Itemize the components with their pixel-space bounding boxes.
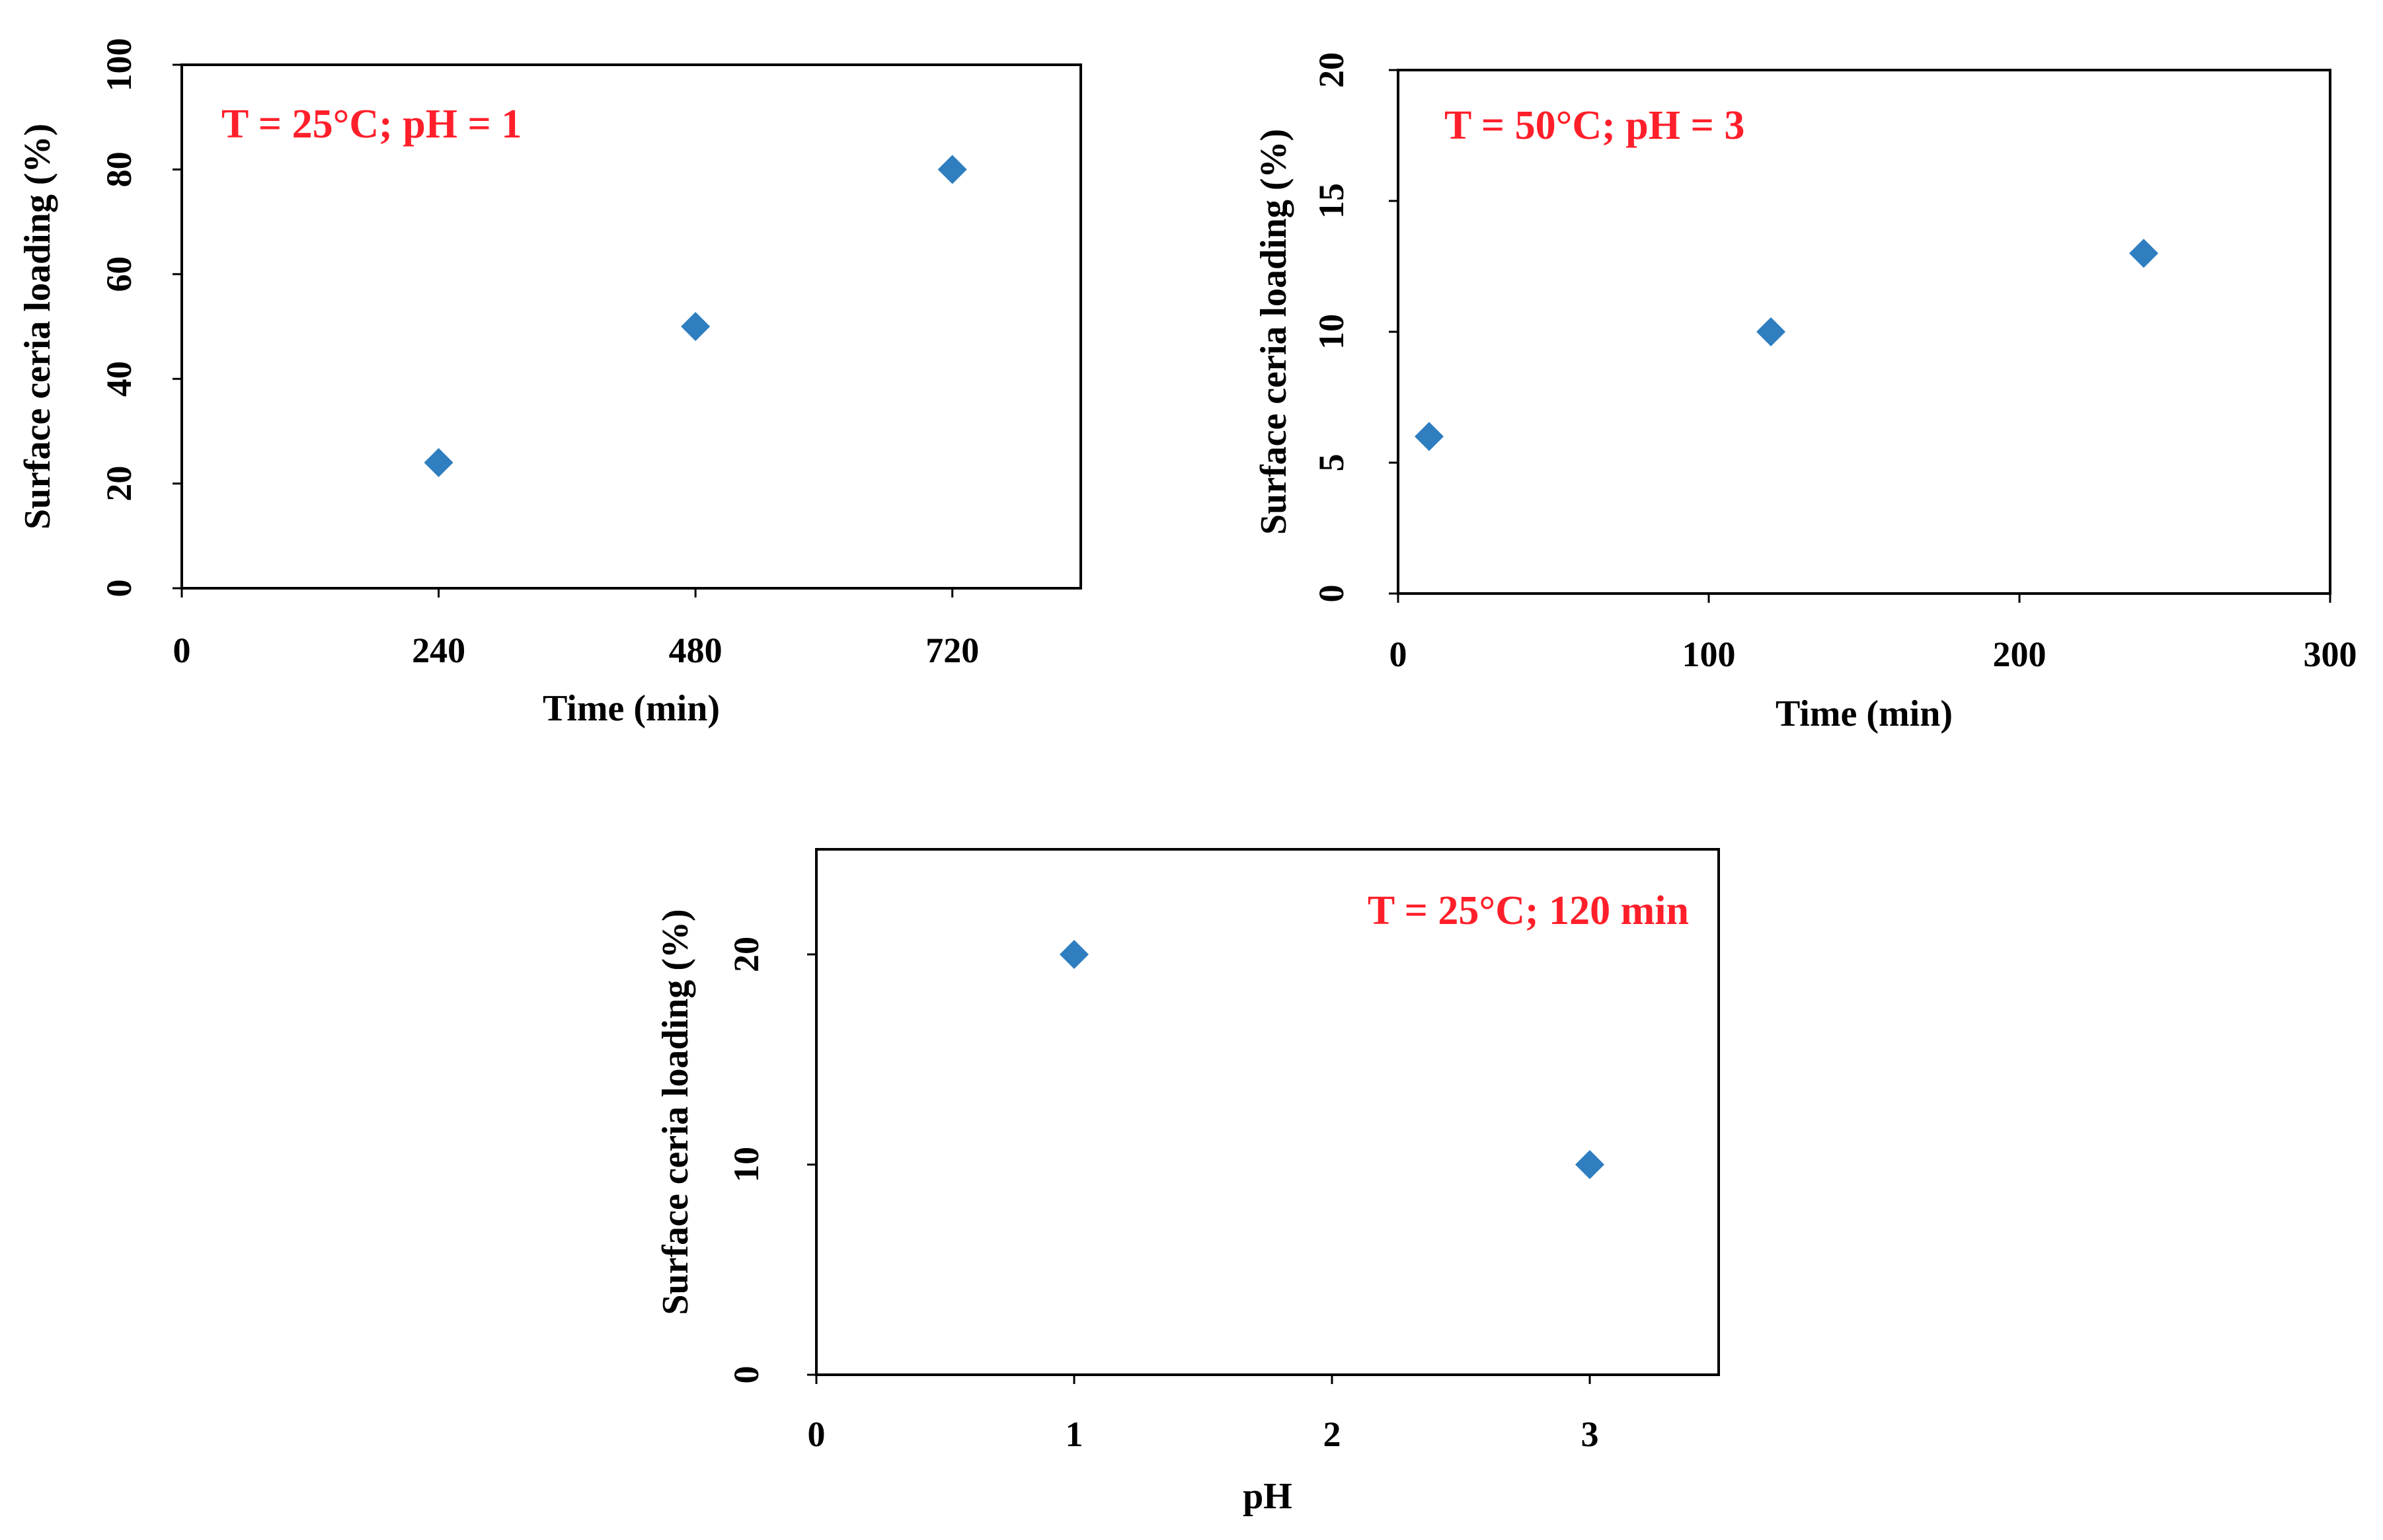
x-tick-label: 2 [1323, 1414, 1341, 1454]
y-axis-title: Surface ceria loading (%) [17, 124, 58, 529]
data-point-diamond [424, 447, 453, 477]
data-point-diamond [1060, 940, 1089, 969]
x-axis-title: Time (min) [543, 688, 720, 729]
chart-time-ph1: 0 240 480 720 0 20 40 60 80 100 Time (min) Surface … [17, 38, 1082, 729]
x-tick-label: 100 [1682, 635, 1736, 674]
y-tick-label: 40 [99, 361, 139, 397]
y-axis-title: Surface ceria loading (%) [655, 909, 696, 1315]
condition-annotation: T = 50°C; pH = 3 [1444, 103, 1744, 148]
x-tick-label: 720 [925, 631, 979, 670]
data-point-diamond [681, 312, 711, 341]
data-point-diamond [2129, 239, 2158, 268]
y-tick-label: 0 [99, 580, 139, 597]
plot-area-frame [815, 848, 1720, 1376]
x-tick-label: 3 [1581, 1414, 1599, 1454]
plot-area-frame [1397, 69, 2331, 595]
y-tick-label: 20 [99, 466, 139, 502]
x-tick-label: 0 [173, 631, 191, 670]
chart-ph-120min: 0 1 2 3 0 10 20 pH Surface ceria loading (%) T = … [655, 848, 1720, 1517]
chart-time-ph3: 0 100 200 300 0 5 10 15 20 Time (min) Surface ceri… [1253, 52, 2357, 734]
data-point-diamond [1415, 422, 1444, 451]
y-tick-label: 60 [99, 256, 139, 292]
x-tick-label: 1 [1066, 1414, 1083, 1454]
y-tick-label: 20 [1311, 52, 1351, 88]
y-tick-label: 0 [1311, 585, 1351, 603]
y-tick-label: 80 [99, 151, 139, 187]
x-tick-label: 480 [669, 631, 723, 670]
plot-area-frame [180, 63, 1082, 590]
condition-annotation: T = 25°C; 120 min [1368, 888, 1689, 933]
condition-annotation: T = 25°C; pH = 1 [221, 102, 522, 147]
x-tick-label: 300 [2304, 635, 2357, 674]
data-point-diamond [1756, 317, 1785, 346]
y-tick-label: 10 [1311, 314, 1351, 350]
data-point-diamond [937, 155, 967, 184]
y-axis-title: Surface ceria loading (%) [1253, 129, 1294, 535]
y-tick-label: 100 [99, 38, 139, 92]
y-tick-label: 10 [726, 1147, 766, 1182]
x-axis-title: pH [1243, 1476, 1292, 1517]
y-tick-label: 20 [726, 937, 766, 972]
y-tick-label: 15 [1311, 183, 1351, 219]
y-tick-label: 0 [726, 1366, 766, 1384]
x-tick-label: 0 [808, 1414, 826, 1454]
x-tick-label: 240 [412, 631, 465, 670]
x-axis-title: Time (min) [1776, 693, 1953, 734]
x-tick-label: 0 [1389, 635, 1407, 674]
data-point-diamond [1575, 1150, 1604, 1179]
x-tick-label: 200 [1993, 635, 2047, 674]
y-tick-label: 5 [1311, 454, 1351, 472]
